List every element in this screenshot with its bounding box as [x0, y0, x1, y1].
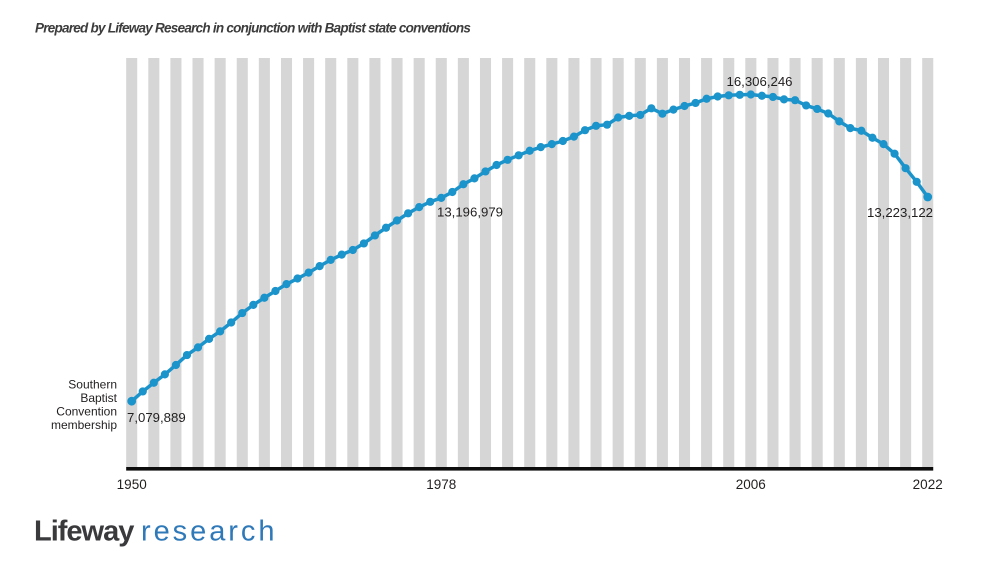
svg-text:2006: 2006: [736, 477, 766, 492]
svg-text:Baptist: Baptist: [80, 391, 117, 405]
svg-text:13,223,122: 13,223,122: [867, 205, 933, 220]
svg-text:research: research: [141, 516, 277, 548]
svg-text:1950: 1950: [117, 477, 147, 492]
svg-text:1978: 1978: [426, 477, 456, 492]
svg-text:13,196,979: 13,196,979: [437, 205, 503, 220]
svg-text:2022: 2022: [913, 477, 943, 492]
svg-text:Southern: Southern: [68, 378, 117, 392]
svg-text:16,306,246: 16,306,246: [726, 74, 792, 89]
svg-text:Convention: Convention: [56, 405, 117, 419]
svg-text:membership: membership: [51, 418, 117, 432]
svg-text:Prepared by Lifeway Research i: Prepared by Lifeway Research in conjunct…: [35, 21, 471, 36]
svg-text:Lifeway: Lifeway: [34, 516, 134, 548]
svg-text:7,079,889: 7,079,889: [127, 410, 186, 425]
